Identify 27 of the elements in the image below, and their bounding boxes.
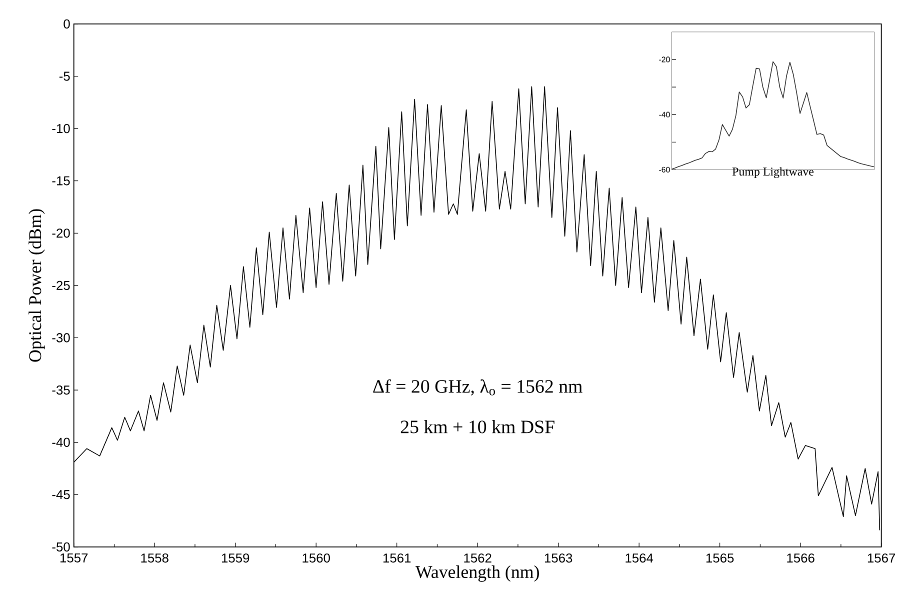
y-tick-label: -10 [52, 124, 70, 134]
x-axis-title: Pump Lightwave [732, 167, 814, 178]
x-tick-label: 1565 [706, 554, 734, 563]
annotation: Δf = 20 GHz, λ$_{o}$ = 1562 nm [373, 379, 582, 396]
x-tick-label: 1561 [383, 554, 411, 563]
y-tick-label: -35 [52, 386, 70, 395]
x-tick-label: 1562 [464, 554, 492, 563]
y-tick-label: -20 [52, 228, 70, 238]
y-tick-label: -45 [52, 490, 70, 500]
y-tick-label: 0 [64, 19, 70, 29]
y-tick-label: -15 [52, 176, 70, 186]
x-tick-label: 1560 [302, 554, 330, 563]
x-axis-title: Wavelength (nm) [415, 566, 539, 582]
y-tick-label: -40 [52, 438, 70, 447]
x-tick-label: 1567 [868, 554, 896, 563]
y-axis-title: Optical Power (dBm) [28, 209, 45, 362]
x-tick-label: 1566 [787, 554, 814, 563]
x-tick-label: 1563 [544, 554, 572, 563]
y-tick-label: -50 [52, 542, 70, 552]
annotation: 25 km + 10 km DSF [400, 420, 554, 434]
x-tick-label: 1559 [222, 554, 250, 563]
y-tick-label: -30 [52, 333, 70, 342]
x-tick-label: 1564 [626, 554, 654, 563]
y-tick-label: -5 [59, 72, 70, 81]
x-tick-label: 1558 [141, 554, 168, 563]
x-tick-label: 1557 [60, 554, 88, 563]
y-tick-label: -25 [52, 280, 70, 290]
